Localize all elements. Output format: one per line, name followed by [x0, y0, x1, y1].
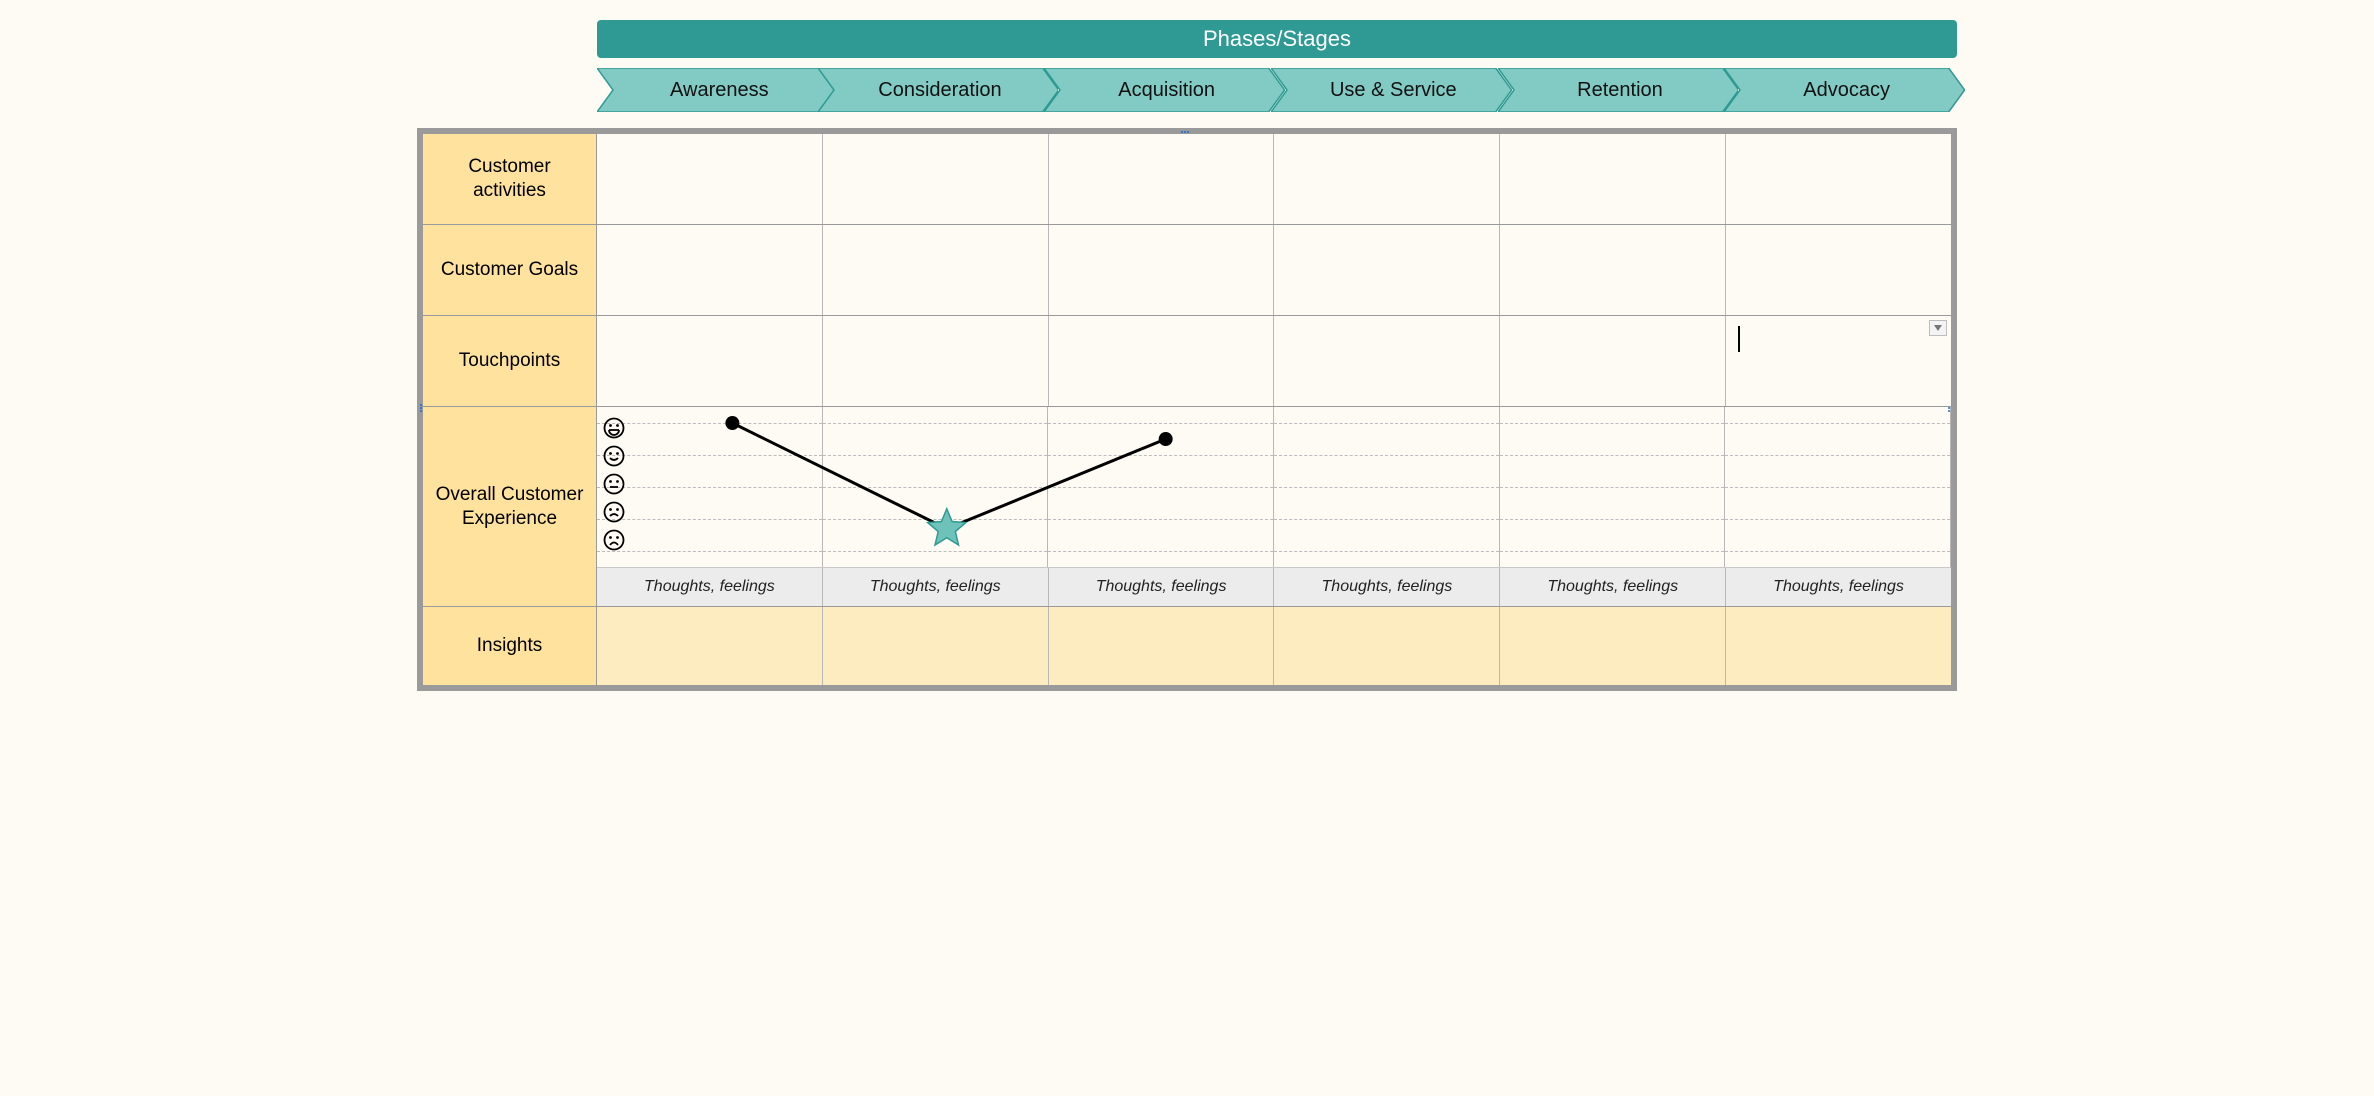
- phase-arrow-label: Acquisition: [1044, 68, 1285, 112]
- phase-arrow-advocacy[interactable]: Advocacy: [1724, 68, 1965, 112]
- phases-arrows-row: AwarenessConsiderationAcquisitionUse & S…: [597, 68, 1957, 116]
- phase-arrow-use-service[interactable]: Use & Service: [1271, 68, 1512, 112]
- row-insights: Insights: [423, 607, 1951, 685]
- cell-insights-2[interactable]: [1049, 607, 1275, 685]
- row-label-touchpoints[interactable]: Touchpoints: [423, 316, 597, 406]
- cell-goals-0[interactable]: [597, 225, 823, 315]
- journey-grid[interactable]: Customer activities Customer Goals Touch…: [417, 128, 1957, 691]
- journey-map-canvas: Phases/Stages AwarenessConsiderationAcqu…: [417, 20, 1957, 691]
- row-label-goals[interactable]: Customer Goals: [423, 225, 597, 315]
- thoughts-cell-5[interactable]: Thoughts, feelings: [1726, 568, 1951, 606]
- phase-arrow-label: Use & Service: [1271, 68, 1512, 112]
- phase-arrow-label: Awareness: [597, 68, 838, 112]
- cell-activities-3[interactable]: [1274, 134, 1500, 224]
- cell-activities-2[interactable]: [1049, 134, 1275, 224]
- text-cursor: [1738, 326, 1740, 352]
- cell-insights-0[interactable]: [597, 607, 823, 685]
- mood-icons-column: [603, 417, 625, 551]
- row-experience: Overall Customer Experience Thoughts, fe…: [423, 407, 1951, 607]
- row-label-touchpoints-text: Touchpoints: [459, 349, 560, 373]
- cell-goals-4[interactable]: [1500, 225, 1726, 315]
- row-label-experience[interactable]: Overall Customer Experience: [423, 407, 597, 606]
- row-label-activities[interactable]: Customer activities: [423, 134, 597, 224]
- cell-activities-4[interactable]: [1500, 134, 1726, 224]
- cells-insights: [597, 607, 1951, 685]
- phase-arrow-label: Consideration: [818, 68, 1059, 112]
- cell-touchpoints-3[interactable]: [1274, 316, 1500, 406]
- cell-activities-1[interactable]: [823, 134, 1049, 224]
- row-touchpoints: Touchpoints: [423, 316, 1951, 407]
- phase-arrow-label: Retention: [1498, 68, 1739, 112]
- cells-touchpoints: [597, 316, 1951, 406]
- cell-insights-3[interactable]: [1274, 607, 1500, 685]
- experience-chart-cell-2[interactable]: [1048, 407, 1274, 567]
- cell-insights-5[interactable]: [1726, 607, 1951, 685]
- thoughts-cell-1[interactable]: Thoughts, feelings: [823, 568, 1049, 606]
- frown-face-icon: [603, 501, 625, 523]
- cry-face-icon: [603, 529, 625, 551]
- smile-face-icon: [603, 445, 625, 467]
- phases-title-bar[interactable]: Phases/Stages: [597, 20, 1957, 58]
- row-goals: Customer Goals: [423, 225, 1951, 316]
- phase-arrow-label: Advocacy: [1724, 68, 1965, 112]
- cells-activities: [597, 134, 1951, 224]
- cell-touchpoints-4[interactable]: [1500, 316, 1726, 406]
- cell-goals-3[interactable]: [1274, 225, 1500, 315]
- row-label-experience-text: Overall Customer Experience: [431, 483, 588, 531]
- cell-touchpoints-2[interactable]: [1049, 316, 1275, 406]
- cell-goals-1[interactable]: [823, 225, 1049, 315]
- cell-insights-4[interactable]: [1500, 607, 1726, 685]
- cell-insights-1[interactable]: [823, 607, 1049, 685]
- experience-chart-row: [597, 407, 1951, 567]
- thoughts-cell-4[interactable]: Thoughts, feelings: [1500, 568, 1726, 606]
- row-label-insights[interactable]: Insights: [423, 607, 597, 685]
- thoughts-cell-0[interactable]: Thoughts, feelings: [597, 568, 823, 606]
- cell-touchpoints-0[interactable]: [597, 316, 823, 406]
- grin-face-icon: [603, 417, 625, 439]
- experience-chart-cell-5[interactable]: [1725, 407, 1951, 567]
- phase-arrow-consideration[interactable]: Consideration: [818, 68, 1059, 112]
- row-label-activities-text: Customer activities: [431, 155, 588, 203]
- cells-goals: [597, 225, 1951, 315]
- experience-chart-cell-4[interactable]: [1500, 407, 1726, 567]
- phases-title-text: Phases/Stages: [1203, 26, 1351, 51]
- neutral-face-icon: [603, 473, 625, 495]
- cell-activities-5[interactable]: [1726, 134, 1951, 224]
- row-activities: Customer activities: [423, 134, 1951, 225]
- thoughts-cell-2[interactable]: Thoughts, feelings: [1049, 568, 1275, 606]
- experience-chart-cell-3[interactable]: [1274, 407, 1500, 567]
- cell-dropdown-icon[interactable]: [1929, 320, 1947, 336]
- phases-header: Phases/Stages AwarenessConsiderationAcqu…: [597, 20, 1957, 116]
- experience-chart-cell-0[interactable]: [597, 407, 823, 567]
- cell-touchpoints-1[interactable]: [823, 316, 1049, 406]
- phase-arrow-retention[interactable]: Retention: [1498, 68, 1739, 112]
- cell-goals-5[interactable]: [1726, 225, 1951, 315]
- phase-arrow-awareness[interactable]: Awareness: [597, 68, 838, 112]
- cell-activities-0[interactable]: [597, 134, 823, 224]
- experience-chart-cell-1[interactable]: [823, 407, 1049, 567]
- cell-touchpoints-5[interactable]: [1726, 316, 1951, 406]
- phase-arrow-acquisition[interactable]: Acquisition: [1044, 68, 1285, 112]
- thoughts-cell-3[interactable]: Thoughts, feelings: [1274, 568, 1500, 606]
- row-label-goals-text: Customer Goals: [441, 258, 578, 282]
- row-label-insights-text: Insights: [477, 634, 542, 658]
- cell-goals-2[interactable]: [1049, 225, 1275, 315]
- experience-cells-wrap: Thoughts, feelingsThoughts, feelingsThou…: [597, 407, 1951, 606]
- experience-thoughts-row: Thoughts, feelingsThoughts, feelingsThou…: [597, 567, 1951, 606]
